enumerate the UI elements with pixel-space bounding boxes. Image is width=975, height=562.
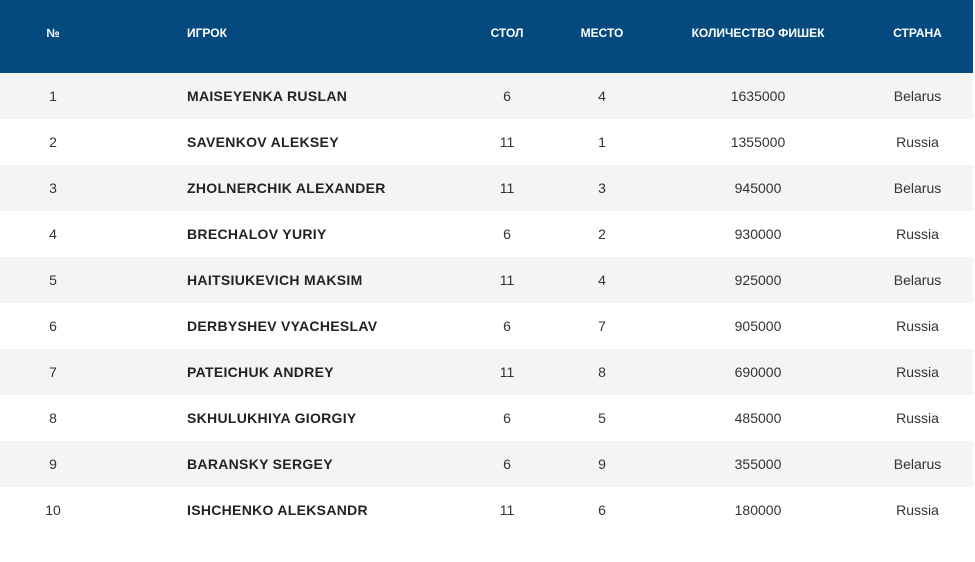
cell-player: SAVENKOV ALEKSEY xyxy=(187,134,339,150)
cell-player: PATEICHUK ANDREY xyxy=(187,364,334,380)
table-row: 5 HAITSIUKEVICH MAKSIM 11 4 925000 Belar… xyxy=(0,257,973,303)
cell-chips: 1355000 xyxy=(730,134,786,150)
cell-table: 11 xyxy=(499,502,515,518)
cell-player: SKHULUKHIYA GIORGIY xyxy=(187,410,357,426)
cell-chips: 355000 xyxy=(734,456,782,472)
cell-num: 5 xyxy=(49,272,57,288)
cell-country: Russia xyxy=(896,134,939,150)
table-row: 8 SKHULUKHIYA GIORGIY 6 5 485000 Russia xyxy=(0,395,973,441)
cell-player: BRECHALOV YURIY xyxy=(187,226,327,242)
table-row: 1 MAISEYENKA RUSLAN 6 4 1635000 Belarus xyxy=(0,73,973,119)
cell-table: 11 xyxy=(499,180,515,196)
cell-table: 6 xyxy=(503,456,511,472)
cell-place: 8 xyxy=(598,364,606,380)
header-table[interactable]: СТОЛ xyxy=(490,26,524,40)
table-row: 3 ZHOLNERCHIK ALEXANDER 11 3 945000 Bela… xyxy=(0,165,973,211)
cell-num: 4 xyxy=(49,226,57,242)
cell-place: 4 xyxy=(598,272,606,288)
table-header: № ИГРОК СТОЛ МЕСТО КОЛИЧЕСТВО ФИШЕК СТРА… xyxy=(0,0,973,73)
cell-table: 6 xyxy=(503,88,511,104)
cell-table: 11 xyxy=(499,364,515,380)
table-row: 6 DERBYSHEV VYACHESLAV 6 7 905000 Russia xyxy=(0,303,973,349)
cell-place: 5 xyxy=(598,410,606,426)
cell-num: 7 xyxy=(49,364,57,380)
cell-country: Russia xyxy=(896,226,939,242)
cell-country: Belarus xyxy=(893,180,942,196)
table-row: 4 BRECHALOV YURIY 6 2 930000 Russia xyxy=(0,211,973,257)
cell-num: 3 xyxy=(49,180,57,196)
cell-player: ZHOLNERCHIK ALEXANDER xyxy=(187,180,386,196)
header-place[interactable]: МЕСТО xyxy=(580,26,624,40)
cell-player: MAISEYENKA RUSLAN xyxy=(187,88,348,104)
cell-player: ISHCHENKO ALEKSANDR xyxy=(187,502,368,518)
cell-country: Russia xyxy=(896,318,939,334)
cell-place: 4 xyxy=(598,88,606,104)
cell-num: 1 xyxy=(49,88,57,104)
cell-chips: 690000 xyxy=(734,364,782,380)
cell-table: 6 xyxy=(503,318,511,334)
cell-num: 2 xyxy=(49,134,57,150)
cell-chips: 905000 xyxy=(734,318,782,334)
header-player[interactable]: ИГРОК xyxy=(187,26,227,40)
table-row: 9 BARANSKY SERGEY 6 9 355000 Belarus xyxy=(0,441,973,487)
cell-country: Belarus xyxy=(893,456,942,472)
cell-table: 6 xyxy=(503,410,511,426)
cell-place: 2 xyxy=(598,226,606,242)
cell-country: Russia xyxy=(896,364,939,380)
standings-table: № ИГРОК СТОЛ МЕСТО КОЛИЧЕСТВО ФИШЕК СТРА… xyxy=(0,0,973,533)
table-row: 2 SAVENKOV ALEKSEY 11 1 1355000 Russia xyxy=(0,119,973,165)
cell-player: DERBYSHEV VYACHESLAV xyxy=(187,318,378,334)
cell-place: 3 xyxy=(598,180,606,196)
cell-country: Belarus xyxy=(893,272,942,288)
table-row: 7 PATEICHUK ANDREY 11 8 690000 Russia xyxy=(0,349,973,395)
cell-chips: 180000 xyxy=(734,502,782,518)
table-row: 10 ISHCHENKO ALEKSANDR 11 6 180000 Russi… xyxy=(0,487,973,533)
cell-table: 6 xyxy=(503,226,511,242)
header-num[interactable]: № xyxy=(46,26,60,40)
cell-table: 11 xyxy=(499,272,515,288)
cell-table: 11 xyxy=(499,134,515,150)
cell-place: 9 xyxy=(598,456,606,472)
cell-num: 9 xyxy=(49,456,57,472)
cell-place: 6 xyxy=(598,502,606,518)
cell-country: Belarus xyxy=(893,88,942,104)
header-country[interactable]: СТРАНА xyxy=(893,26,942,40)
cell-num: 8 xyxy=(49,410,57,426)
cell-num: 10 xyxy=(45,502,61,518)
cell-country: Russia xyxy=(896,410,939,426)
cell-chips: 945000 xyxy=(734,180,782,196)
cell-num: 6 xyxy=(49,318,57,334)
header-chips[interactable]: КОЛИЧЕСТВО ФИШЕК xyxy=(691,26,825,40)
cell-country: Russia xyxy=(896,502,939,518)
cell-player: HAITSIUKEVICH MAKSIM xyxy=(187,272,363,288)
cell-place: 7 xyxy=(598,318,606,334)
cell-chips: 925000 xyxy=(734,272,782,288)
cell-player: BARANSKY SERGEY xyxy=(187,456,333,472)
cell-place: 1 xyxy=(598,134,606,150)
cell-chips: 485000 xyxy=(734,410,782,426)
cell-chips: 930000 xyxy=(734,226,782,242)
cell-chips: 1635000 xyxy=(730,88,786,104)
